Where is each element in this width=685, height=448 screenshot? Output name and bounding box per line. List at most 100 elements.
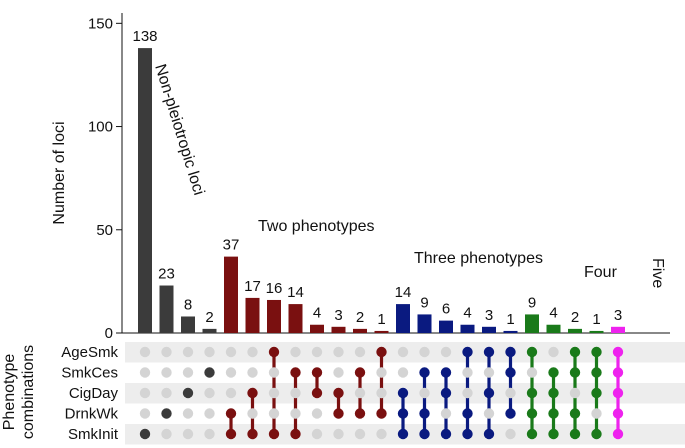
combo-dot-21-drnkwk (591, 408, 602, 419)
combo-dot-19-smkces (548, 367, 559, 378)
combo-dot-17-cigday (505, 387, 516, 399)
combo-dot-19-smkinit (548, 428, 559, 440)
combo-dot-10-agesmk (354, 346, 366, 358)
combo-dot-12-drnkwk (397, 408, 409, 419)
combo-dot-9-drnkwk (333, 408, 344, 419)
combo-dot-2-smkinit (182, 428, 194, 440)
combo-dot-3-smkces (204, 367, 215, 378)
combo-dot-11-smkces (376, 367, 387, 378)
combo-dot-5-agesmk (247, 346, 258, 358)
bar-14 (439, 320, 453, 333)
combo-dot-2-agesmk (182, 346, 194, 358)
bar-19 (546, 324, 561, 333)
row-label-cigday: CigDay (69, 385, 119, 402)
bar-label-22: 3 (614, 307, 622, 324)
combo-dot-2-smkces (182, 367, 194, 378)
combo-dot-15-cigday (462, 387, 473, 399)
combo-dot-0-smkinit (139, 428, 151, 440)
bar-3 (202, 328, 217, 333)
row-label-drnkwk: DrnkWk (65, 406, 119, 423)
bar-label-5: 17 (244, 278, 261, 295)
combo-dot-21-smkinit (591, 428, 602, 440)
combo-dot-5-cigday (247, 387, 258, 399)
combo-dot-14-smkces (440, 367, 452, 378)
combo-dot-18-drnkwk (526, 408, 538, 419)
combo-dot-2-cigday (182, 387, 194, 399)
combo-dot-18-agesmk (526, 346, 538, 358)
combo-dot-15-smkinit (462, 428, 473, 440)
combo-dot-9-smkces (333, 367, 344, 378)
combo-dot-2-drnkwk (182, 408, 194, 419)
bar-label-4: 37 (223, 237, 240, 254)
combo-dot-1-drnkwk (161, 408, 172, 419)
combo-dot-13-smkces (419, 367, 430, 378)
bar-label-17: 1 (506, 311, 514, 328)
bar-20 (568, 328, 582, 333)
combo-dot-18-smkces (526, 367, 538, 378)
bar-label-13: 9 (420, 294, 428, 311)
combo-dot-10-cigday (354, 387, 366, 399)
combo-dot-17-agesmk (505, 346, 516, 358)
group-label-non-pleiotropic: Non-pleiotropic loci (151, 62, 207, 197)
combo-dot-4-drnkwk (225, 408, 237, 419)
bar-label-11: 1 (377, 311, 385, 328)
combo-dot-21-smkces (591, 367, 602, 378)
group-label-three: Three phenotypes (414, 250, 543, 267)
bar-label-3: 2 (205, 309, 213, 326)
y-axis-title: Number of loci (51, 121, 68, 224)
bar-21 (589, 330, 604, 333)
combo-dot-15-smkces (462, 367, 473, 378)
combo-dot-8-drnkwk (311, 408, 323, 419)
combo-dot-12-agesmk (397, 346, 409, 358)
bar-4 (224, 256, 238, 333)
combo-dot-20-smkinit (569, 428, 581, 440)
combo-dot-22-agesmk (612, 346, 624, 358)
combo-dot-18-smkinit (526, 428, 538, 440)
combo-dot-12-smkinit (397, 428, 409, 440)
combination-matrix (139, 346, 624, 440)
bar-label-8: 4 (313, 305, 321, 322)
combo-dot-15-agesmk (462, 346, 473, 358)
combo-dot-4-smkces (225, 367, 237, 378)
combo-dot-4-agesmk (225, 346, 237, 358)
bar-label-1: 23 (158, 266, 175, 283)
combo-dot-8-cigday (311, 387, 323, 399)
combo-dot-6-drnkwk (268, 408, 280, 419)
bars (138, 48, 625, 334)
bar-label-0: 138 (132, 28, 157, 45)
y-tick-label-100: 100 (88, 119, 113, 136)
bar-7 (288, 304, 303, 333)
combo-dot-20-agesmk (569, 346, 581, 358)
combo-dot-8-agesmk (311, 346, 323, 358)
combo-dot-17-smkces (505, 367, 516, 378)
bar-5 (245, 297, 260, 333)
bar-11 (374, 330, 389, 333)
combo-dot-4-smkinit (225, 428, 237, 440)
combo-dot-19-drnkwk (548, 408, 559, 419)
combo-dot-10-smkces (354, 367, 366, 378)
combo-dot-5-smkces (247, 367, 258, 378)
combo-dot-21-agesmk (591, 346, 602, 358)
y-tick-label-0: 0 (105, 325, 113, 342)
combo-dot-5-smkinit (247, 428, 258, 440)
combo-dot-8-smkinit (311, 428, 323, 440)
combo-dot-9-cigday (333, 387, 344, 399)
combo-dot-6-smkces (268, 367, 280, 378)
combo-dot-20-smkces (569, 367, 581, 378)
bar-13 (417, 314, 432, 333)
combo-dot-22-cigday (612, 387, 624, 399)
combo-dot-5-drnkwk (247, 408, 258, 419)
combo-dot-9-agesmk (333, 346, 344, 358)
group-label-four: Four (584, 264, 618, 281)
row-label-smkces: SmkCes (61, 365, 118, 382)
combo-dot-7-smkces (290, 367, 301, 378)
combo-dot-16-drnkwk (483, 408, 495, 419)
bar-label-14: 6 (442, 301, 450, 318)
combo-dot-0-cigday (139, 387, 151, 399)
bar-label-7: 14 (287, 284, 304, 301)
bar-1 (159, 285, 174, 333)
combo-dot-16-smkinit (483, 428, 495, 440)
bar-label-10: 2 (356, 309, 364, 326)
bar-12 (396, 304, 410, 333)
